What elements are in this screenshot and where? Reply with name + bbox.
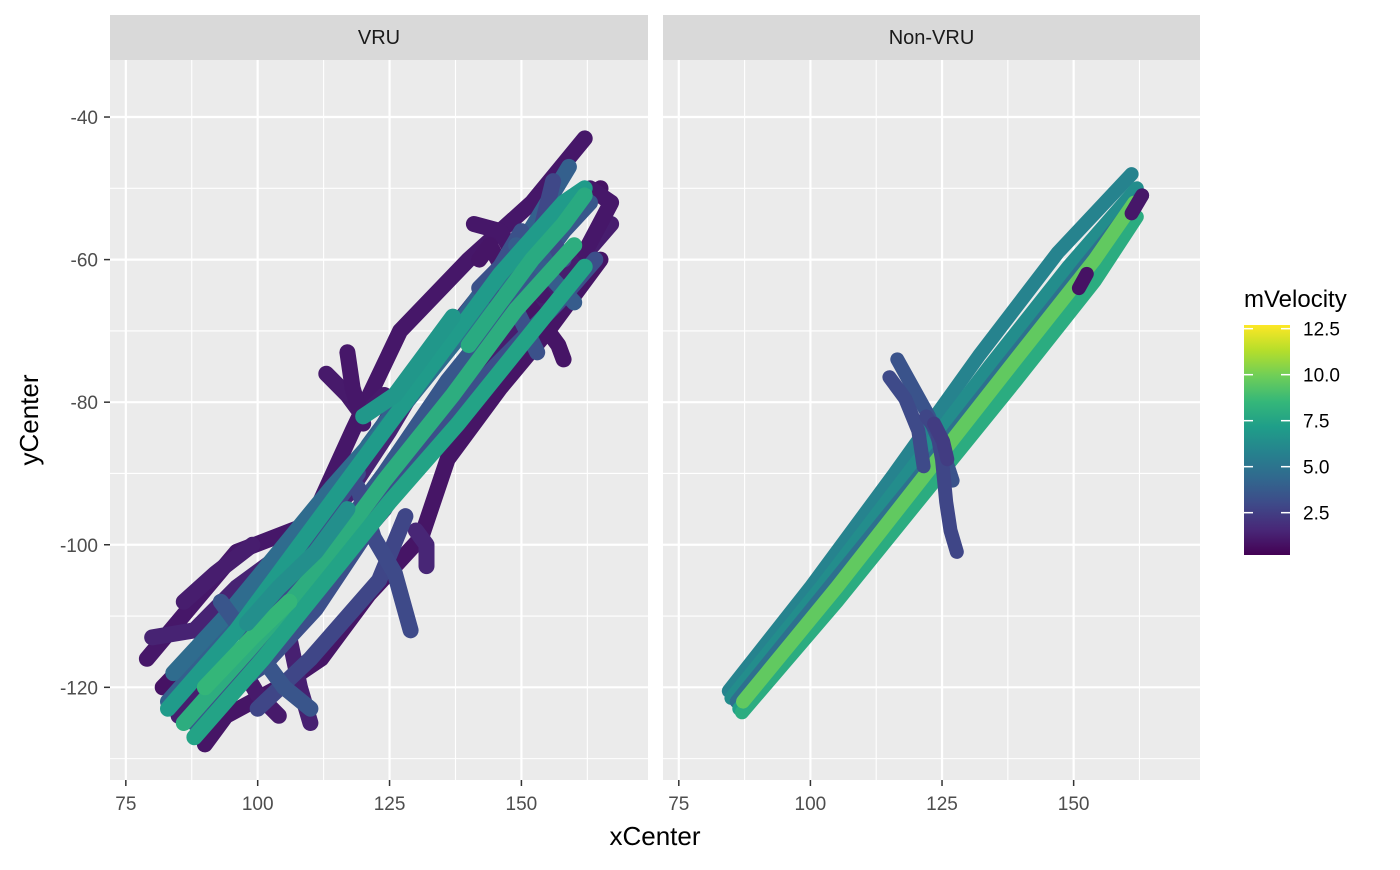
legend-tick-label: 10.0 bbox=[1303, 366, 1340, 387]
track-line bbox=[186, 258, 593, 746]
x-tick-label: 125 bbox=[374, 794, 406, 815]
strip-label-non-vru: Non-VRU bbox=[889, 27, 975, 49]
track-line bbox=[721, 167, 1139, 698]
y-axis: -40 -60 -80 -100 -120 bbox=[60, 108, 110, 699]
tracks-non-vru bbox=[721, 167, 1150, 720]
tracks-vru bbox=[138, 130, 620, 753]
track-line bbox=[735, 209, 1144, 720]
x-tick-label: 125 bbox=[926, 794, 958, 815]
track-line bbox=[736, 195, 1142, 709]
strip-vru bbox=[110, 15, 648, 60]
color-legend: mVelocity 2.5 5.0 7.5 10.0 12.5 bbox=[1244, 286, 1347, 555]
track-line bbox=[175, 536, 261, 610]
x-axis-vru: 75 100 125 150 bbox=[115, 780, 537, 815]
track-line bbox=[576, 180, 620, 261]
y-tick-label: -60 bbox=[71, 251, 98, 272]
x-tick-label: 75 bbox=[668, 794, 689, 815]
legend-tick-label: 12.5 bbox=[1303, 320, 1340, 341]
x-tick-label: 100 bbox=[795, 794, 827, 815]
y-axis-title: yCenter bbox=[14, 374, 44, 465]
y-tick-label: -40 bbox=[71, 108, 98, 129]
track-line bbox=[407, 522, 435, 575]
y-tick-label: -120 bbox=[60, 678, 98, 699]
legend-tick-label: 2.5 bbox=[1303, 504, 1329, 525]
legend-ticks: 2.5 5.0 7.5 10.0 12.5 bbox=[1244, 320, 1340, 525]
x-tick-label: 150 bbox=[1058, 794, 1090, 815]
x-axis-title: xCenter bbox=[609, 821, 700, 851]
track-line bbox=[927, 416, 955, 467]
legend-colorbar bbox=[1244, 325, 1290, 555]
legend-title: mVelocity bbox=[1244, 286, 1347, 313]
track-line bbox=[239, 501, 356, 632]
track-line bbox=[355, 308, 461, 425]
track-line bbox=[1124, 188, 1150, 221]
track-line bbox=[196, 593, 298, 696]
track-line bbox=[513, 287, 572, 368]
track-line bbox=[882, 370, 931, 474]
track-line bbox=[460, 187, 593, 354]
panel-non-vru: Non-VRU bbox=[663, 15, 1200, 780]
x-tick-label: 150 bbox=[506, 794, 538, 815]
strip-non-vru bbox=[663, 15, 1200, 60]
y-tick-label: -100 bbox=[60, 536, 98, 557]
x-axis-non-vru: 75 100 125 150 bbox=[668, 780, 1089, 815]
x-tick-label: 75 bbox=[115, 794, 136, 815]
track-line bbox=[1071, 266, 1094, 296]
strip-label-vru: VRU bbox=[358, 27, 400, 49]
panel-vru: VRU bbox=[110, 15, 648, 780]
x-tick-label: 100 bbox=[242, 794, 274, 815]
legend-tick-label: 5.0 bbox=[1303, 458, 1329, 479]
legend-tick-label: 7.5 bbox=[1303, 412, 1329, 433]
y-tick-label: -80 bbox=[71, 393, 98, 414]
